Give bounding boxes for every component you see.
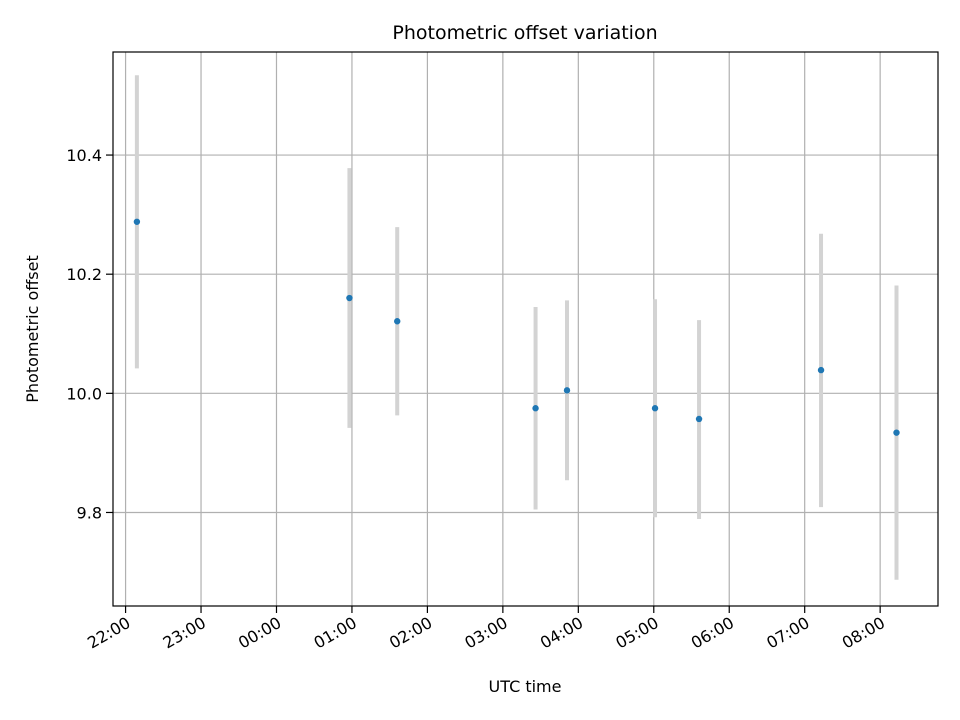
- axis-ticks: 22:00 23:00 00:00 01:00 02:00 03:00 04:00 05:00…: [66, 146, 888, 652]
- data-point: [651, 405, 659, 412]
- x-tick-label: 07:00: [763, 613, 812, 653]
- y-tick-label: 10.0: [66, 384, 102, 403]
- x-tick-label: 04:00: [537, 613, 586, 653]
- x-tick-label: 05:00: [612, 613, 661, 653]
- data-point: [817, 366, 825, 374]
- data-point: [893, 429, 900, 436]
- data-point: [346, 294, 353, 302]
- plot-frame: [112, 51, 939, 607]
- x-tick-label: 00:00: [235, 613, 284, 653]
- x-tick-label: 02:00: [386, 613, 435, 653]
- data-point: [394, 318, 401, 325]
- x-tick-label: 01:00: [311, 613, 360, 653]
- chart-title: Photometric offset variation: [392, 22, 657, 44]
- error-bars: [134, 75, 899, 580]
- y-tick-label: 10.4: [66, 146, 102, 165]
- y-tick-label: 9.8: [77, 503, 102, 522]
- x-tick-label: 08:00: [839, 613, 888, 653]
- x-tick-label: 06:00: [688, 613, 737, 653]
- data-point: [695, 415, 703, 423]
- y-axis-label: Photometric offset: [23, 255, 42, 403]
- x-tick-label: 23:00: [160, 613, 209, 653]
- x-tick-label: 03:00: [461, 613, 510, 653]
- y-tick-label: 10.2: [66, 265, 102, 284]
- data-point: [133, 218, 141, 225]
- grid: [113, 52, 938, 606]
- data-point: [532, 405, 539, 412]
- data-points: [133, 218, 900, 436]
- x-tick-label: 22:00: [84, 613, 133, 653]
- data-point: [563, 387, 571, 394]
- x-axis-label: UTC time: [489, 677, 562, 696]
